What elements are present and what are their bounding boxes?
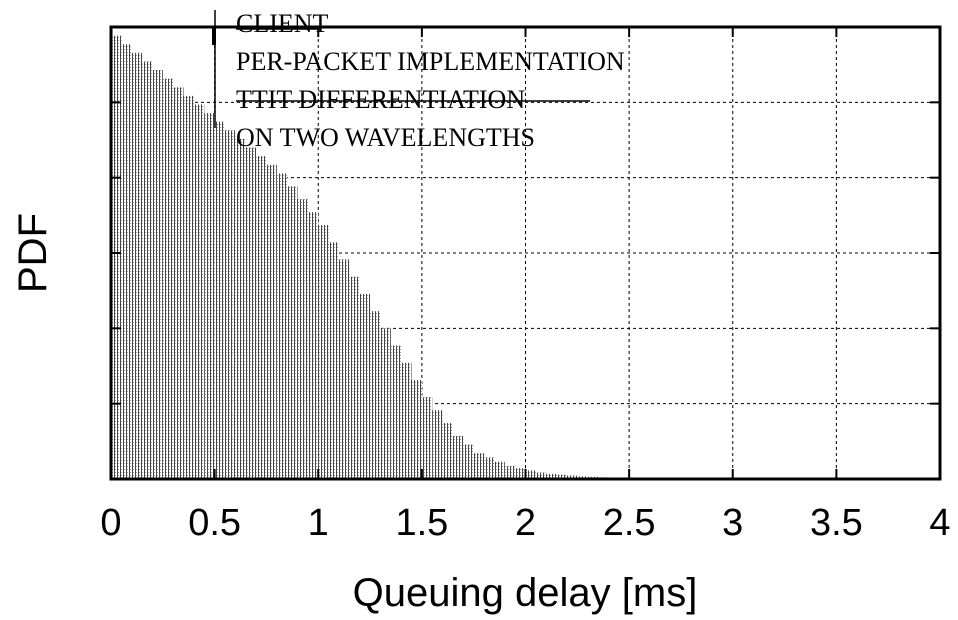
histogram-bar xyxy=(473,453,485,479)
histogram-bar xyxy=(152,70,163,480)
histogram-bar xyxy=(131,52,143,479)
x-tick-label: 0 xyxy=(100,502,121,544)
histogram-bar xyxy=(370,311,381,479)
histogram-bar xyxy=(432,410,443,479)
histogram-bar xyxy=(245,147,257,480)
histogram-bar xyxy=(121,44,132,479)
histogram-bar xyxy=(401,362,412,479)
histogram-bar xyxy=(390,345,402,479)
histogram-bar xyxy=(504,466,516,479)
x-tick-label: 1 xyxy=(308,502,329,544)
x-tick-label: 2.5 xyxy=(603,502,656,544)
histogram-bar xyxy=(266,164,277,479)
histogram-bar xyxy=(328,242,339,479)
legend-line-3: TTIT DIFFERENTIATION xyxy=(236,85,525,114)
histogram-bar xyxy=(204,113,215,479)
x-tick-label: 4 xyxy=(929,502,950,544)
histogram-bar xyxy=(318,225,329,479)
histogram-bar xyxy=(566,475,578,479)
x-tick-label: 1.5 xyxy=(395,502,448,544)
x-tick-label: 2 xyxy=(515,502,536,544)
histogram-bar xyxy=(162,78,174,480)
histogram-bar xyxy=(359,293,371,479)
x-axis-title: Queuing delay [ms] xyxy=(353,571,698,615)
histogram-bar xyxy=(484,457,495,479)
histogram-bar xyxy=(515,468,526,479)
x-tick-label: 3 xyxy=(722,502,743,544)
histogram-bar xyxy=(494,461,505,479)
x-tick-label: 0.5 xyxy=(188,502,241,544)
histogram-bar xyxy=(287,186,298,479)
x-tick-label: 3.5 xyxy=(810,502,863,544)
histogram-bar xyxy=(297,199,308,479)
histogram-bar xyxy=(463,444,474,479)
histogram-bars xyxy=(111,35,630,480)
histogram-bar xyxy=(349,276,360,479)
histogram-bar xyxy=(535,472,547,479)
histogram-bar xyxy=(224,130,236,480)
histogram-bar xyxy=(276,173,288,479)
legend-line-1: CLIENT xyxy=(236,9,329,38)
histogram-bar xyxy=(452,435,464,479)
histogram-bar xyxy=(193,104,205,479)
histogram-bar xyxy=(546,473,557,479)
y-axis-title: PDF xyxy=(11,213,55,293)
histogram-bar xyxy=(421,397,433,479)
histogram-bar xyxy=(338,259,350,479)
histogram-bar xyxy=(556,474,567,479)
histogram-bar xyxy=(173,87,184,480)
histogram-bar xyxy=(442,423,453,479)
histogram-bar xyxy=(111,35,122,479)
histogram-bar xyxy=(525,470,536,479)
legend: CLIENT PER-PACKET IMPLEMENTATION TTIT DI… xyxy=(212,9,625,152)
axis-ticks xyxy=(110,27,941,479)
histogram-bar xyxy=(183,95,194,479)
histogram-bar xyxy=(214,121,225,479)
legend-line-4: ON TWO WAVELENGTHS xyxy=(236,123,535,152)
x-tick-labels: 0 0.5 1 1.5 2 2.5 3 3.5 4 xyxy=(100,502,950,544)
histogram-bar xyxy=(307,212,319,479)
histogram-bar xyxy=(235,138,246,479)
histogram-bar xyxy=(142,61,153,479)
histogram-bar xyxy=(411,379,422,479)
histogram-bar xyxy=(256,156,267,479)
histogram-bar xyxy=(380,328,391,479)
legend-line-2: PER-PACKET IMPLEMENTATION xyxy=(236,47,625,76)
